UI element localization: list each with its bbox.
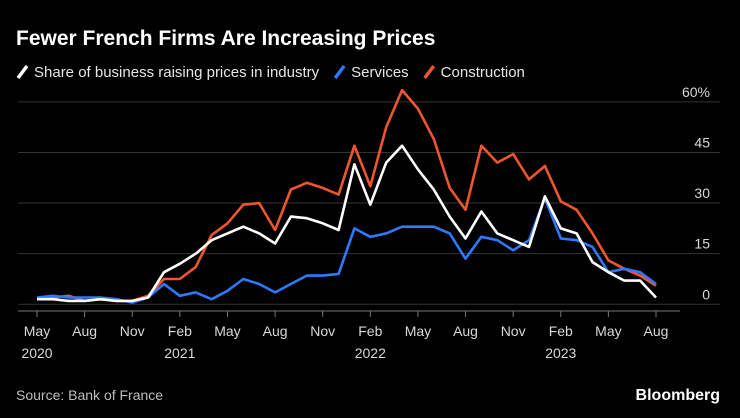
y-tick-label: 45	[694, 134, 710, 150]
x-tick-label: Aug	[453, 323, 478, 339]
x-tick-label: Feb 2023	[545, 323, 576, 361]
x-tick-label: Aug	[263, 323, 288, 339]
x-tick-label: Feb 2021	[164, 323, 195, 361]
x-tick-label: Nov	[310, 323, 335, 339]
series-line	[36, 196, 657, 304]
x-tick-label: Nov	[501, 323, 526, 339]
y-tick-label: 30	[694, 185, 710, 201]
source: Source: Bank of France	[16, 387, 163, 403]
y-tick-label: 60%	[682, 84, 710, 100]
series-line	[37, 144, 657, 303]
y-tick-label: 15	[694, 236, 710, 252]
chart-title: Fewer French Firms Are Increasing Prices	[16, 27, 435, 50]
legend-swatch	[423, 64, 436, 80]
legend-label: Services	[351, 64, 409, 81]
x-tick-label: May	[595, 323, 621, 339]
x-tick-label: Aug	[644, 323, 669, 339]
y-tick-label: 0	[702, 286, 710, 302]
brand: Bloomberg	[636, 387, 720, 404]
legend-label: Share of business raising prices in indu…	[34, 64, 320, 81]
legend-swatch	[16, 64, 29, 80]
legend-swatch	[333, 64, 346, 80]
legend-label: Construction	[441, 64, 525, 81]
x-tick-label: Nov	[120, 323, 145, 339]
x-tick-label: Aug	[72, 323, 97, 339]
x-tick-label: Feb 2022	[355, 323, 386, 361]
x-tick-label: May	[214, 323, 240, 339]
x-tick-label: May 2020	[21, 323, 52, 361]
x-tick-label: May	[405, 323, 431, 339]
